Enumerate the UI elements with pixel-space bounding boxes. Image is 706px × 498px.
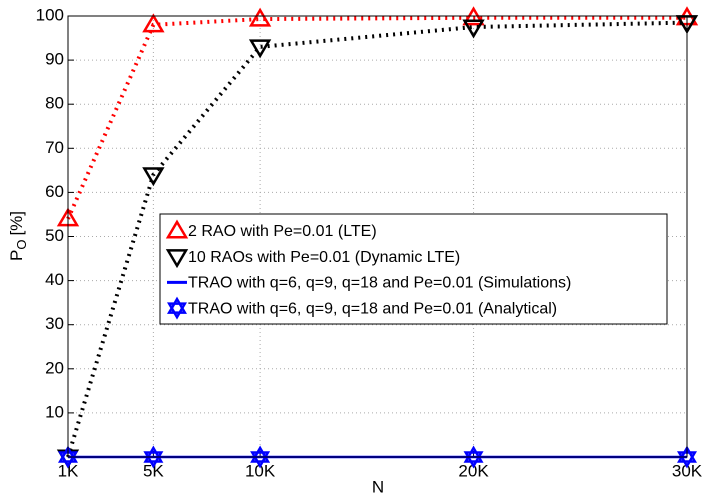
x-tick-label: 5K xyxy=(143,461,164,480)
y-tick-label: 70 xyxy=(45,138,64,157)
marker xyxy=(143,445,164,469)
legend-marker xyxy=(165,249,189,269)
y-label-main: P xyxy=(7,250,26,261)
marker xyxy=(462,19,485,39)
series-line xyxy=(66,20,688,458)
series-line xyxy=(66,15,687,220)
y-tick-label: 30 xyxy=(45,314,64,333)
marker xyxy=(142,167,165,187)
y-tick-label: 90 xyxy=(45,50,64,69)
y-label-suffix: [%] xyxy=(7,211,26,236)
legend-marker xyxy=(166,296,188,320)
x-tick-label: 10K xyxy=(245,461,276,480)
legend-label: TRAO with q=6, q=9, q=18 and Pe=0.01 (An… xyxy=(188,300,557,317)
legend-label: TRAO with q=6, q=9, q=18 and Pe=0.01 (Si… xyxy=(188,275,571,292)
y-label-subscript: O xyxy=(14,240,29,250)
y-axis-label: PO [%] xyxy=(7,211,29,261)
y-tick-label: 20 xyxy=(45,358,64,377)
y-tick-label: 50 xyxy=(45,226,64,245)
plot-frame xyxy=(67,15,688,458)
y-tick-label: 60 xyxy=(45,182,64,201)
x-tick-label: 20K xyxy=(458,461,489,480)
y-tick-label: 80 xyxy=(45,94,64,113)
marker xyxy=(248,7,272,27)
legend-marker xyxy=(165,219,189,239)
y-tick-label: 10 xyxy=(45,402,64,421)
x-axis-label: N xyxy=(372,477,384,496)
y-tick-label: 40 xyxy=(45,270,64,289)
legend-label: 2 RAO with Pe=0.01 (LTE) xyxy=(188,223,377,240)
marker xyxy=(248,39,272,59)
legend-label: 10 RAOs with Pe=0.01 (Dynamic LTE) xyxy=(188,249,460,266)
marker xyxy=(463,445,484,469)
y-tick-label: 100 xyxy=(36,5,64,24)
marker xyxy=(142,13,165,33)
x-tick-label: 1K xyxy=(58,461,79,480)
marker xyxy=(250,445,271,469)
legend-box xyxy=(159,213,668,325)
x-tick-label: 30K xyxy=(672,461,703,480)
